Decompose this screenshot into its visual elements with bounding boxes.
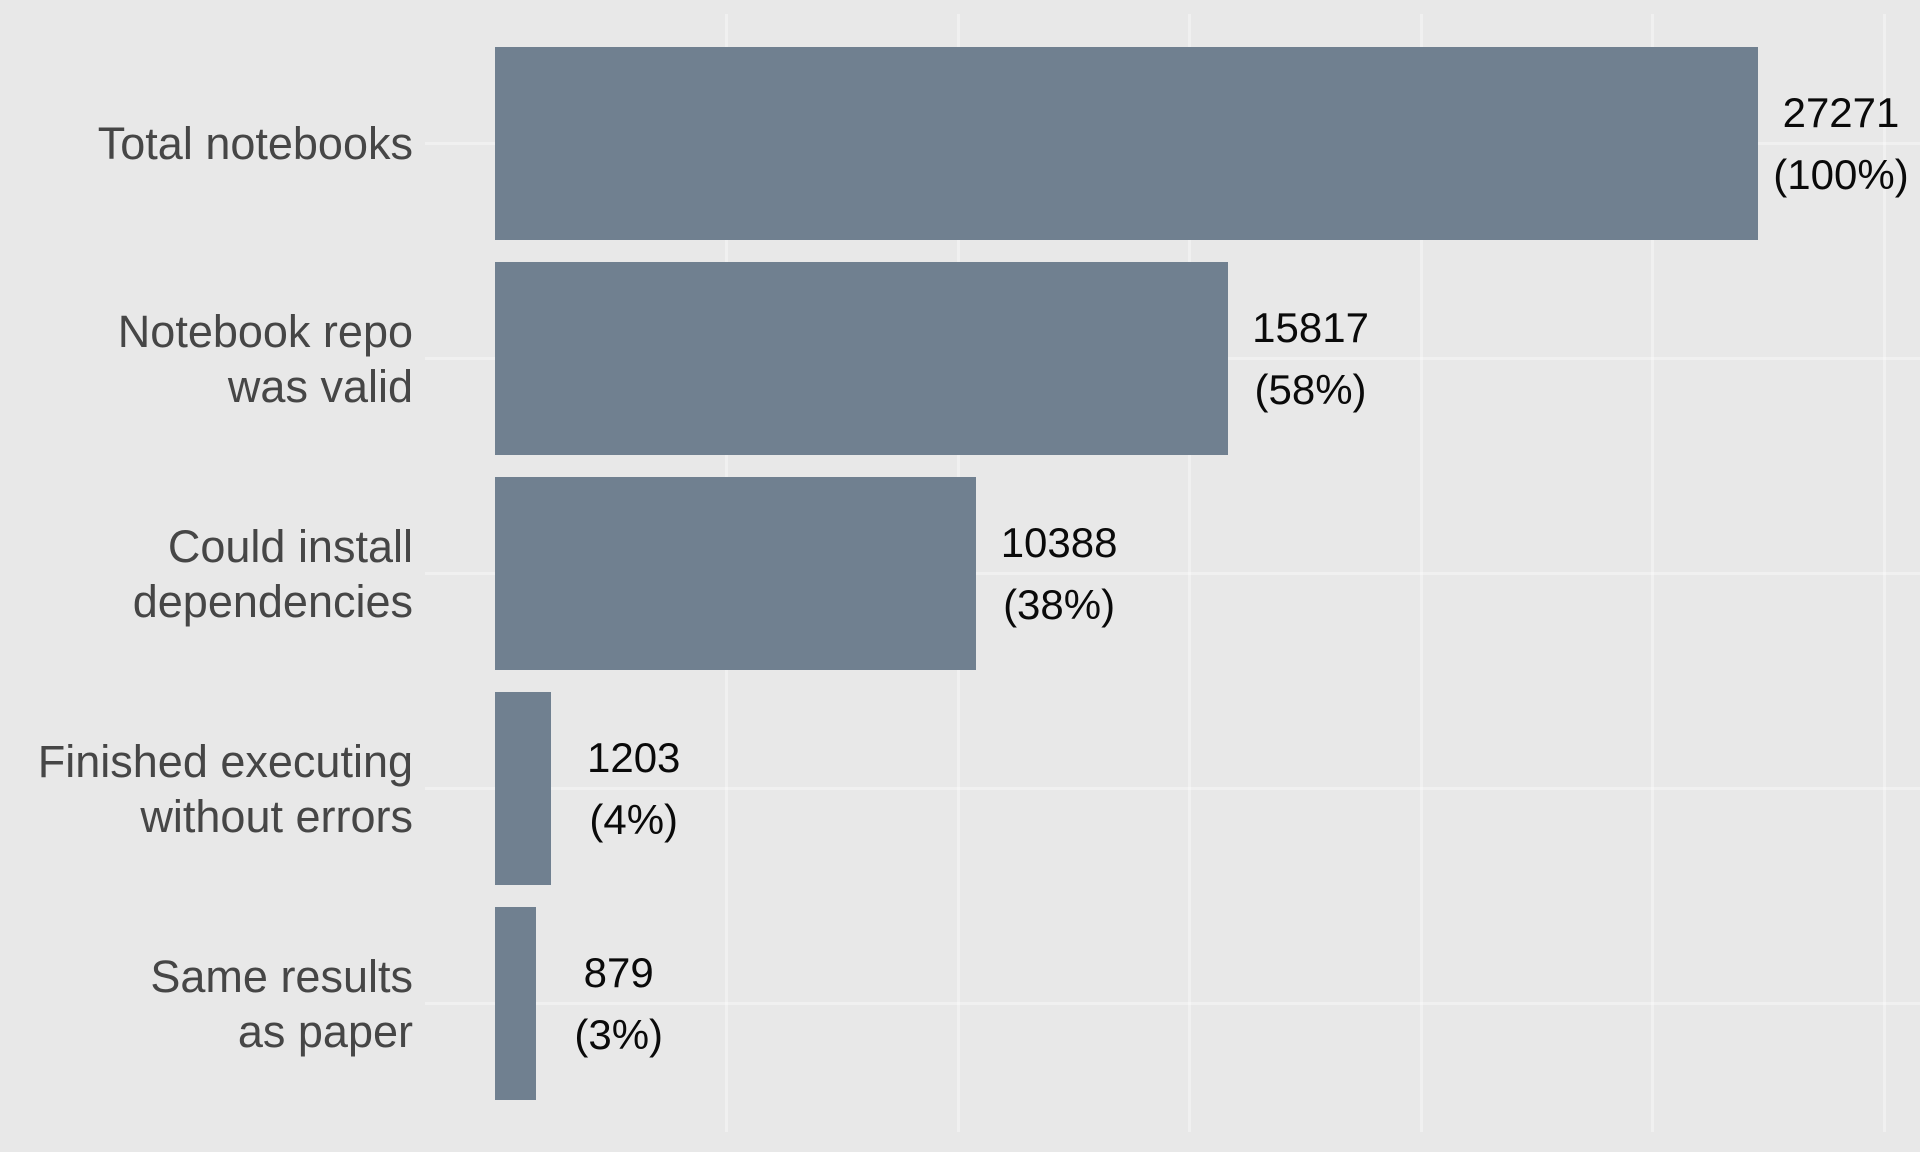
value-count: 879 bbox=[583, 948, 654, 996]
bar-total-notebooks bbox=[495, 47, 1758, 240]
category-label-same-results-as-paper: Same results as paper bbox=[150, 950, 413, 1057]
value-count: 27271 bbox=[1782, 88, 1900, 136]
bar-finished-executing-without-errors bbox=[495, 692, 551, 885]
bar-same-results-as-paper bbox=[495, 907, 536, 1100]
y-gridline-same-results-as-paper bbox=[425, 1002, 1920, 1005]
bar-could-install-dependencies bbox=[495, 477, 977, 670]
category-label-notebook-repo-was-valid: Notebook repo was valid bbox=[117, 305, 413, 412]
x-gridline-25000 bbox=[1651, 14, 1655, 1132]
category-label-total-notebooks: Total notebooks bbox=[97, 118, 413, 169]
value-count: 15817 bbox=[1252, 303, 1369, 351]
y-gridline-could-install-dependencies bbox=[425, 572, 1920, 575]
bar-notebook-repo-was-valid bbox=[495, 262, 1228, 455]
value-label-notebook-repo-was-valid: 15817 (58%) bbox=[1252, 262, 1369, 455]
category-label-finished-executing-without-errors: Finished executing without errors bbox=[37, 735, 413, 842]
value-label-same-results-as-paper: 879 (3%) bbox=[574, 907, 663, 1100]
value-label-finished-executing-without-errors: 1203 (4%) bbox=[587, 692, 680, 885]
value-percent: (3%) bbox=[574, 1010, 664, 1058]
x-gridline-20000 bbox=[1419, 14, 1423, 1132]
value-percent: (58%) bbox=[1254, 365, 1367, 413]
category-label-could-install-dependencies: Could install dependencies bbox=[132, 520, 413, 627]
value-percent: (100%) bbox=[1773, 150, 1909, 198]
value-percent: (38%) bbox=[1003, 580, 1116, 628]
y-gridline-finished-executing-without-errors bbox=[425, 787, 1920, 790]
x-gridline-30000 bbox=[1882, 14, 1886, 1132]
value-label-could-install-dependencies: 10388 (38%) bbox=[1001, 477, 1118, 670]
value-percent: (4%) bbox=[589, 795, 679, 843]
value-count: 10388 bbox=[1000, 518, 1118, 566]
value-label-total-notebooks: 27271 (100%) bbox=[1773, 47, 1908, 240]
x-gridline-15000 bbox=[1188, 14, 1192, 1132]
value-count: 1203 bbox=[586, 733, 681, 781]
